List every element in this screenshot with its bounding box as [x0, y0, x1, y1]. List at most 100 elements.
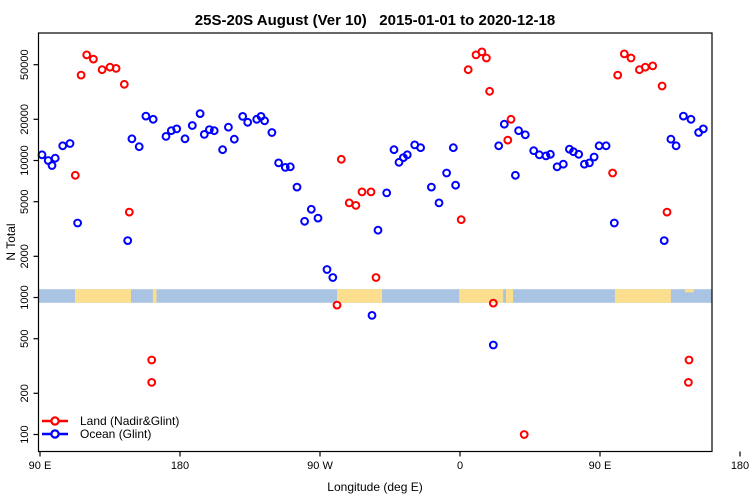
scatter-point-land: [613, 70, 623, 80]
legend-marker-land-icon: [42, 416, 68, 426]
scatter-point-ocean: [494, 141, 504, 151]
scatter-point-ocean: [187, 121, 197, 130]
scatter-point-ocean: [322, 265, 332, 274]
scatter-point-ocean: [389, 145, 399, 155]
legend-item-ocean: Ocean (Glint): [40, 428, 179, 441]
scatter-point-ocean: [546, 149, 555, 159]
scatter-point-ocean: [679, 111, 688, 121]
axes-layer: 90 E 180 90 W 0 90 E 180 100 200 500 1000 2000 5000…: [19, 32, 749, 472]
scatter-point-ocean: [306, 204, 316, 214]
scatter-point-land: [608, 168, 617, 178]
scatter-point-ocean: [514, 126, 523, 136]
scatter-point-ocean: [541, 151, 551, 161]
scatter-point-ocean: [199, 130, 209, 139]
scatter-point-land: [366, 187, 376, 197]
y-tick-label: 5000: [19, 189, 31, 213]
scatter-point-ocean: [529, 146, 539, 156]
scatter-point-ocean: [218, 145, 228, 155]
legend: Land (Nadir&Glint) Ocean (Glint): [40, 415, 179, 440]
scatter-point-ocean: [58, 141, 68, 151]
scatter-point-ocean: [243, 117, 253, 127]
y-tick-label: 100: [19, 425, 31, 443]
scatter-point-land: [111, 64, 121, 73]
x-tick-label: 0: [457, 460, 463, 472]
scatter-point-land: [336, 154, 346, 164]
scatter-point-land: [371, 273, 381, 282]
scatter-point-ocean: [594, 141, 604, 151]
scatter-point-ocean: [37, 150, 47, 160]
scatter-point-land: [456, 215, 466, 225]
x-tick-label: 90 E: [589, 460, 612, 472]
scatter-point-land: [477, 47, 487, 57]
scatter-point-land: [147, 378, 157, 387]
scatter-point-ocean: [589, 152, 599, 162]
scatter-point-ocean: [416, 143, 426, 153]
scatter-point-ocean: [402, 150, 412, 160]
scatter-point-ocean: [609, 218, 619, 228]
y-tick-label: 1000: [19, 285, 31, 309]
scatter-point-ocean: [205, 125, 214, 135]
x-tick-label: 180: [171, 460, 189, 472]
scatter-point-ocean: [300, 216, 310, 226]
scatter-point-ocean: [394, 157, 404, 167]
scatter-point-ocean: [65, 139, 75, 148]
scatter-point-land: [351, 201, 361, 210]
scatter-point-ocean: [280, 163, 290, 172]
scatter-point-ocean: [180, 134, 190, 144]
y-tick-label: 10000: [19, 145, 31, 176]
scatter-point-ocean: [123, 236, 133, 246]
points-layer: [37, 47, 708, 439]
scatter-point-land: [147, 355, 157, 365]
band-land-segment: [337, 289, 383, 303]
scatter-point-ocean: [686, 114, 696, 124]
plot-border: [37, 32, 713, 453]
scatter-point-ocean: [148, 114, 158, 124]
scatter-point-ocean: [267, 128, 277, 137]
scatter-point-ocean: [585, 158, 594, 168]
scatter-point-ocean: [274, 158, 284, 168]
scatter-point-ocean: [292, 182, 302, 192]
legend-label-land: Land (Nadir&Glint): [80, 414, 180, 429]
scatter-point-ocean: [382, 188, 392, 198]
x-axis-title: Longitude (deg E): [327, 480, 423, 494]
scatter-point-ocean: [601, 141, 611, 151]
scatter-point-land: [97, 65, 107, 75]
scatter-point-ocean: [313, 213, 323, 223]
scatter-point-ocean: [698, 124, 708, 134]
y-tick-label: 50000: [19, 49, 31, 80]
scatter-point-ocean: [195, 109, 205, 118]
scatter-point-ocean: [574, 149, 584, 159]
scatter-point-ocean: [141, 111, 151, 121]
y-tick-label: 200: [19, 384, 31, 402]
scatter-point-land: [124, 207, 134, 217]
band-land-segment: [614, 289, 671, 303]
scatter-point-ocean: [448, 143, 458, 153]
band-land-segment: [75, 289, 131, 303]
scatter-point-land: [684, 355, 694, 365]
legend-label-ocean: Ocean (Glint): [80, 426, 152, 441]
scatter-point-ocean: [238, 112, 248, 121]
scatter-point-ocean: [260, 116, 270, 126]
scatter-point-ocean: [666, 134, 676, 144]
scatter-point-land: [119, 79, 129, 89]
scatter-point-ocean: [328, 273, 338, 282]
scatter-point-land: [648, 61, 658, 71]
scatter-point-land: [332, 300, 342, 310]
scatter-point-ocean: [434, 198, 444, 208]
y-tick-label: 2000: [19, 244, 31, 268]
chart-title: 25S-20S August (Ver 10) 2015-01-01 to 20…: [194, 12, 556, 29]
scatter-point-ocean: [442, 168, 452, 178]
scatter-point-land: [357, 187, 367, 197]
x-tick-label: 180: [731, 460, 749, 472]
scatter-point-ocean: [161, 132, 171, 141]
y-tick-label: 20000: [19, 104, 31, 135]
scatter-point-ocean: [73, 218, 82, 228]
scatter-point-ocean: [134, 142, 144, 152]
scatter-point-ocean: [671, 141, 681, 151]
scatter-point-ocean: [172, 124, 182, 134]
scatter-point-ocean: [488, 340, 498, 350]
scatter-point-land: [482, 53, 491, 63]
scatter-point-land: [488, 298, 498, 308]
scatter-point-land: [619, 49, 629, 59]
